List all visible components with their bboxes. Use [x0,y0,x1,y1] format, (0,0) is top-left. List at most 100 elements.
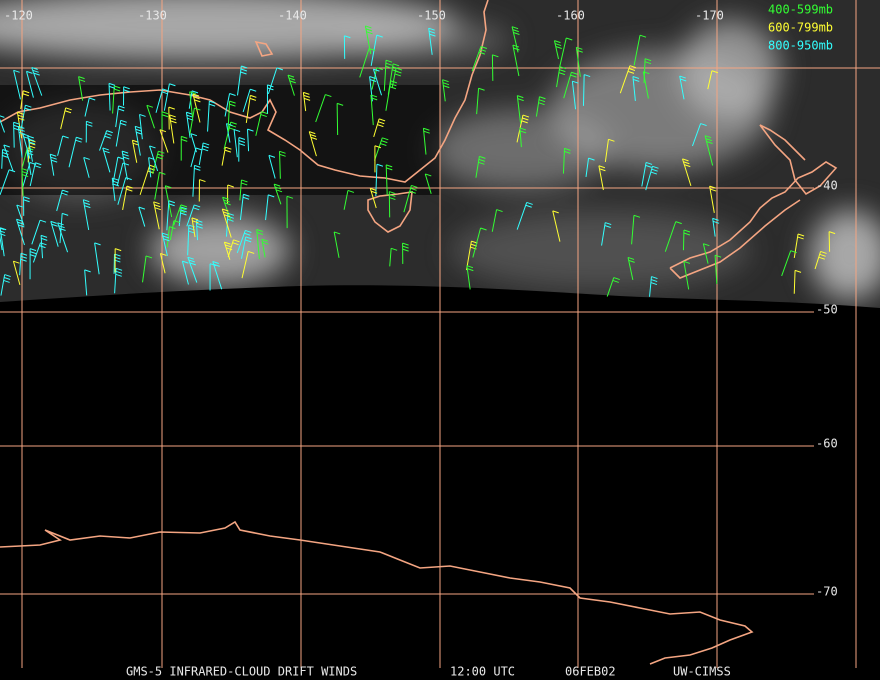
wind-barb [16,218,25,246]
barb-flag [645,161,653,165]
legend-entry: 400-599mb [768,3,833,17]
barb-shaft [131,140,138,163]
wind-barb [50,220,59,247]
barb-flag [126,188,133,192]
barb-flag [275,189,283,193]
barb-shaft [691,123,702,147]
barb-shaft [169,220,175,241]
barb-shaft [189,91,193,117]
barb-flag [3,144,10,148]
barb-flag [309,131,316,135]
wind-barb [241,250,255,279]
barb-flag [604,225,611,228]
wind-barb [13,121,20,148]
barb-shaft [369,76,373,102]
wind-barb [552,210,561,242]
barb-flag [683,229,691,233]
barb-flag [828,231,836,235]
barb-shaft [422,128,427,155]
barb-shaft [29,162,36,187]
barb-flag [201,148,209,152]
barb-flag [168,203,175,207]
barb-shaft [704,135,714,166]
barb-flag [51,159,58,163]
footer-time: 12:00 UTC [450,665,515,679]
barb-flag [115,267,123,271]
barb-shaft [333,231,340,258]
barb-flag [225,146,232,150]
barb-flag [651,276,658,280]
barb-flag [376,34,383,38]
barb-flag [325,94,332,98]
barb-flag [17,114,25,118]
wind-barb [153,201,161,230]
barb-flag [303,97,311,101]
barb-flag [374,145,382,149]
barb-flag [115,248,122,252]
barb-flag [683,232,691,236]
wind-barb [142,255,153,283]
barb-flag [232,242,239,246]
barb-flag [213,263,220,267]
barb-shaft [336,103,339,135]
barb-flag [20,252,28,256]
barb-flag [389,191,396,195]
wind-barb [56,189,69,212]
barb-flag [222,196,229,200]
barb-shaft [709,186,715,213]
barb-flag [208,103,216,107]
wind-barb [22,161,37,187]
barb-shaft [99,130,108,151]
barb-flag [376,67,383,71]
wind-barb [645,165,659,191]
barb-flag [599,168,606,172]
wind-barb [369,76,377,102]
barb-flag [168,106,175,110]
wind-barb [236,229,252,254]
wind-barb [476,87,485,115]
barb-flag [139,113,146,117]
barb-flag [29,161,37,165]
barb-flag [240,71,247,75]
barb-flag [165,185,172,189]
barb-flag [102,147,109,151]
barb-shaft [166,226,170,248]
barb-flag [118,105,125,109]
wind-barb [681,158,692,187]
barb-flag [229,103,236,107]
barb-shaft [559,37,567,68]
wind-barb [336,102,344,135]
wind-barb [84,97,96,117]
barb-shaft [82,199,90,231]
barb-shaft [308,131,317,157]
wind-barb [115,119,127,147]
wind-barb [198,179,206,202]
barb-shaft [552,210,561,242]
barb-flag [268,194,275,198]
barb-flag [89,97,96,101]
wind-barb [372,68,383,96]
barb-shaft [683,261,690,290]
wind-barb [49,153,58,176]
new-zealand-coast [669,124,838,279]
wind-barb [154,171,166,200]
wind-barb [793,269,802,294]
wind-barb [556,66,567,88]
barb-flag [62,189,69,193]
wind-barb [601,222,612,246]
barb-flag [227,184,234,188]
wind-barb [511,26,520,53]
barb-flag [78,76,85,80]
barb-flag [242,196,250,200]
barb-flag [229,92,236,96]
barb-shaft [139,165,151,196]
barb-flag [181,138,188,142]
wind-barb [491,54,499,81]
barb-flag [0,230,5,234]
wind-barb [155,88,169,113]
wind-barb [255,111,268,136]
barb-flag [712,220,720,224]
wind-barb [168,106,175,130]
barb-flag [629,65,637,69]
wind-barb [641,161,653,187]
